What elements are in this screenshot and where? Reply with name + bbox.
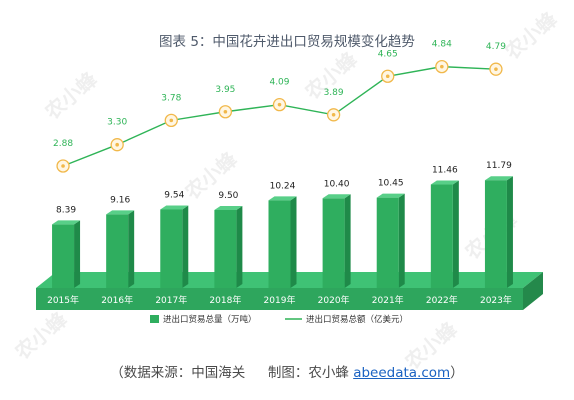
- bar-value-label: 9.54: [164, 190, 184, 200]
- bar: [376, 197, 399, 288]
- bar-value-label: 9.16: [110, 195, 130, 205]
- line-marker-dot: [115, 142, 119, 147]
- bar-value-label: 10.24: [270, 181, 296, 191]
- line-marker-dot: [169, 118, 174, 123]
- source-prefix: （数据来源：中国海关: [110, 365, 246, 381]
- line-value-label: 2.88: [53, 139, 73, 149]
- bar-value-label: 11.79: [486, 161, 512, 171]
- bar-side: [506, 176, 513, 288]
- line-marker-dot: [331, 112, 336, 117]
- legend-bar-label: 进出口贸易总量（万吨）: [163, 314, 257, 325]
- legend-line-label: 进出口贸易总额（亿美元）: [306, 314, 408, 325]
- bar: [160, 209, 183, 288]
- bar-top: [160, 205, 189, 210]
- chart-title: 图表 5：中国花卉进出口贸易规模变化趋势: [159, 34, 415, 50]
- source-maker: 制图：农小蜂: [267, 365, 349, 381]
- line-value-label: 3.78: [161, 93, 181, 103]
- line-value-label: 4.65: [378, 49, 398, 59]
- x-tick-label: 2022年: [426, 294, 458, 306]
- x-tick-label: 2018年: [209, 294, 241, 306]
- bar: [214, 210, 237, 288]
- bar: [322, 198, 345, 288]
- source-link[interactable]: abeedata.com: [353, 365, 451, 381]
- bar: [52, 224, 75, 288]
- floor-front: [36, 288, 523, 310]
- line-value-label: 3.89: [324, 88, 344, 98]
- line-value-label: 4.84: [432, 40, 452, 50]
- bar-value-label: 10.40: [324, 179, 350, 189]
- bar: [106, 214, 129, 288]
- line-marker-dot: [223, 109, 228, 114]
- bar-top: [214, 206, 243, 210]
- bar-top: [106, 210, 135, 215]
- line-marker-dot: [61, 164, 65, 168]
- line-value-label: 4.79: [486, 42, 506, 52]
- bar-top: [268, 196, 297, 201]
- bar-side: [398, 193, 405, 288]
- line-value-label: 3.95: [215, 85, 235, 95]
- line-value-label: 3.30: [107, 118, 127, 128]
- floor-side: [523, 272, 543, 310]
- x-tick-label: 2020年: [318, 294, 350, 306]
- x-tick-label: 2017年: [155, 294, 187, 306]
- source-suffix: ）: [450, 365, 464, 381]
- line-marker-dot: [440, 64, 444, 69]
- x-tick-label: 2016年: [101, 294, 133, 306]
- bar-side: [128, 210, 135, 288]
- bar-value-label: 9.50: [218, 191, 238, 201]
- bar: [430, 184, 453, 288]
- line-marker-dot: [385, 74, 390, 79]
- bar-top: [430, 180, 459, 185]
- bar-top: [376, 193, 405, 198]
- bar-value-label: 11.46: [432, 166, 458, 176]
- legend-bar-swatch: [150, 315, 159, 323]
- bar-value-label: 10.45: [378, 179, 404, 189]
- bar-side: [182, 205, 189, 288]
- bar-side: [236, 206, 243, 288]
- bar-side: [452, 180, 459, 288]
- x-tick-label: 2019年: [264, 294, 296, 306]
- bar-top: [52, 220, 81, 225]
- bar-side: [74, 220, 81, 288]
- bar-side: [344, 194, 351, 288]
- line-value-label: 4.09: [269, 78, 289, 88]
- bar-top: [322, 194, 351, 199]
- bar: [484, 180, 507, 288]
- bar: [268, 200, 291, 288]
- bar-side: [290, 196, 297, 288]
- x-tick-label: 2015年: [47, 294, 79, 306]
- x-tick-label: 2021年: [372, 294, 404, 306]
- line-marker-dot: [494, 67, 498, 71]
- bar-top: [484, 176, 513, 181]
- source-note: （数据来源：中国海关 制图：农小蜂 abeedata.com）: [0, 361, 574, 381]
- bar-value-label: 8.39: [56, 205, 76, 215]
- x-tick-label: 2023年: [480, 294, 512, 306]
- line-marker-dot: [277, 102, 282, 107]
